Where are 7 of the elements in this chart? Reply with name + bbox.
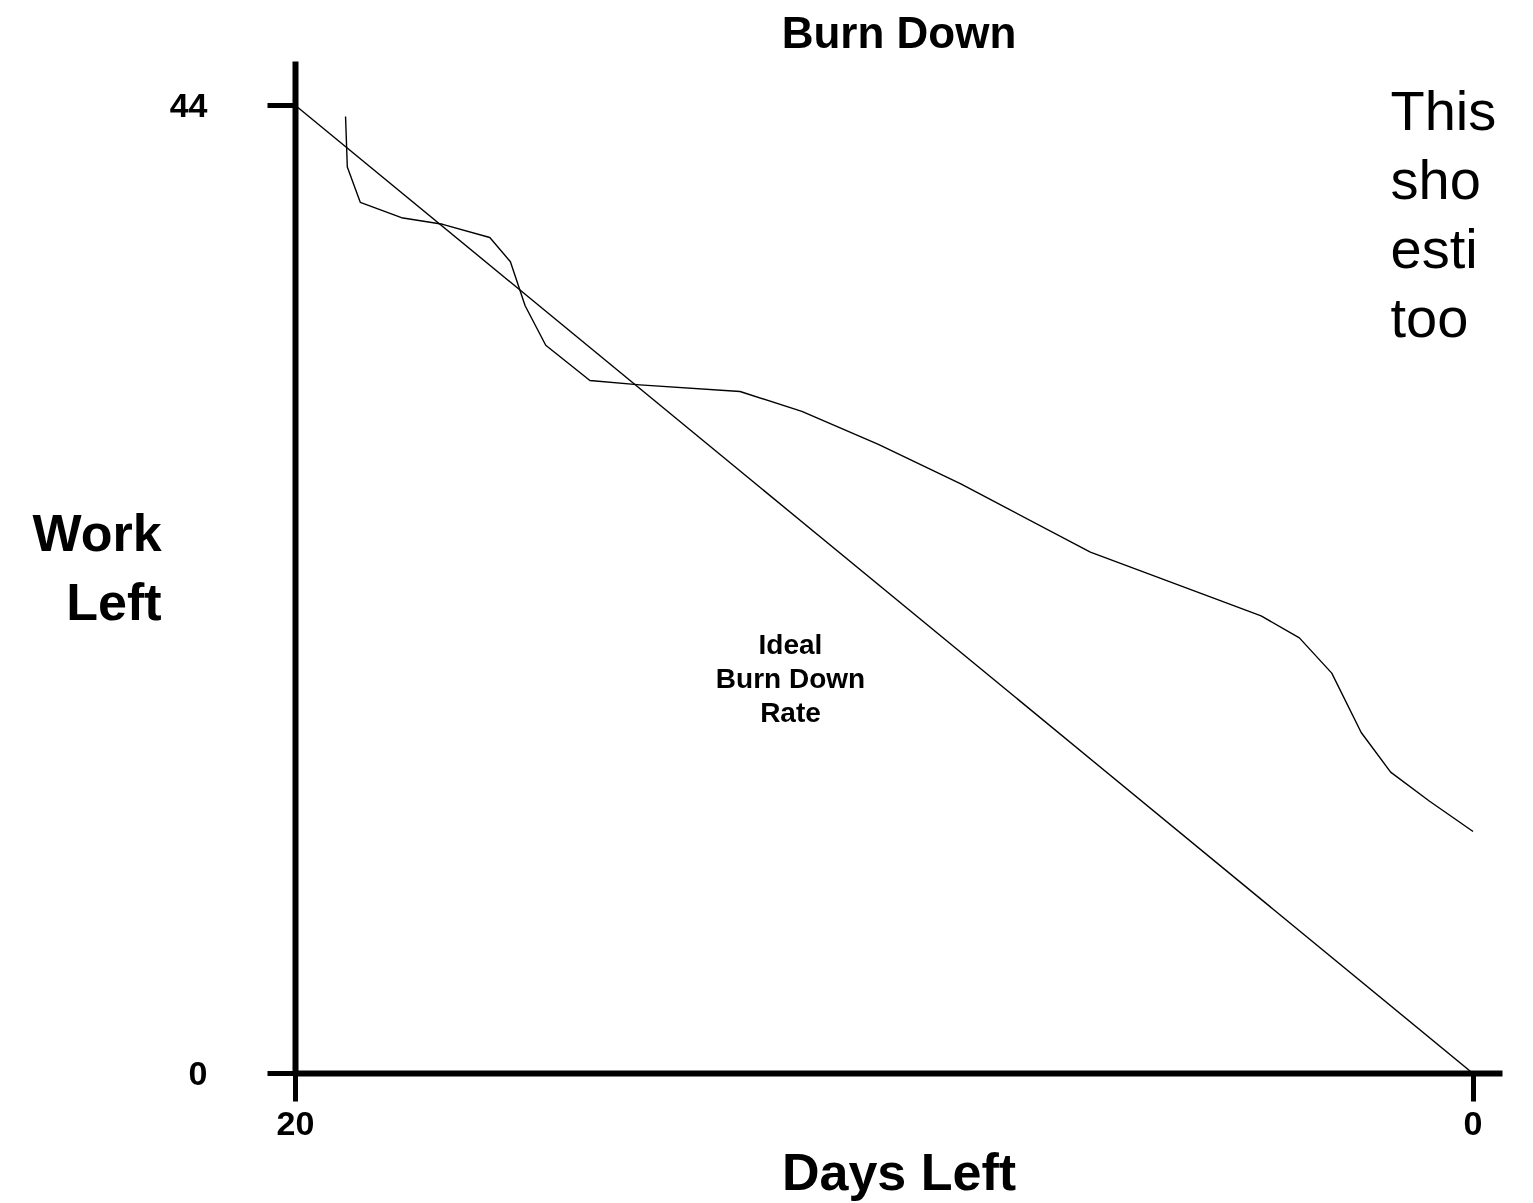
x-axis-title: Days Left: [781, 1142, 1017, 1201]
annotation: Ideal Burn Down Rate: [715, 628, 866, 728]
y-tick-label: 44: [169, 86, 208, 124]
y-axis-title: Work Left: [32, 503, 162, 632]
chart-title: Burn Down: [781, 7, 1017, 57]
annotation: This sho esti too: [1390, 78, 1497, 350]
x-tick-label: 20: [276, 1103, 315, 1142]
